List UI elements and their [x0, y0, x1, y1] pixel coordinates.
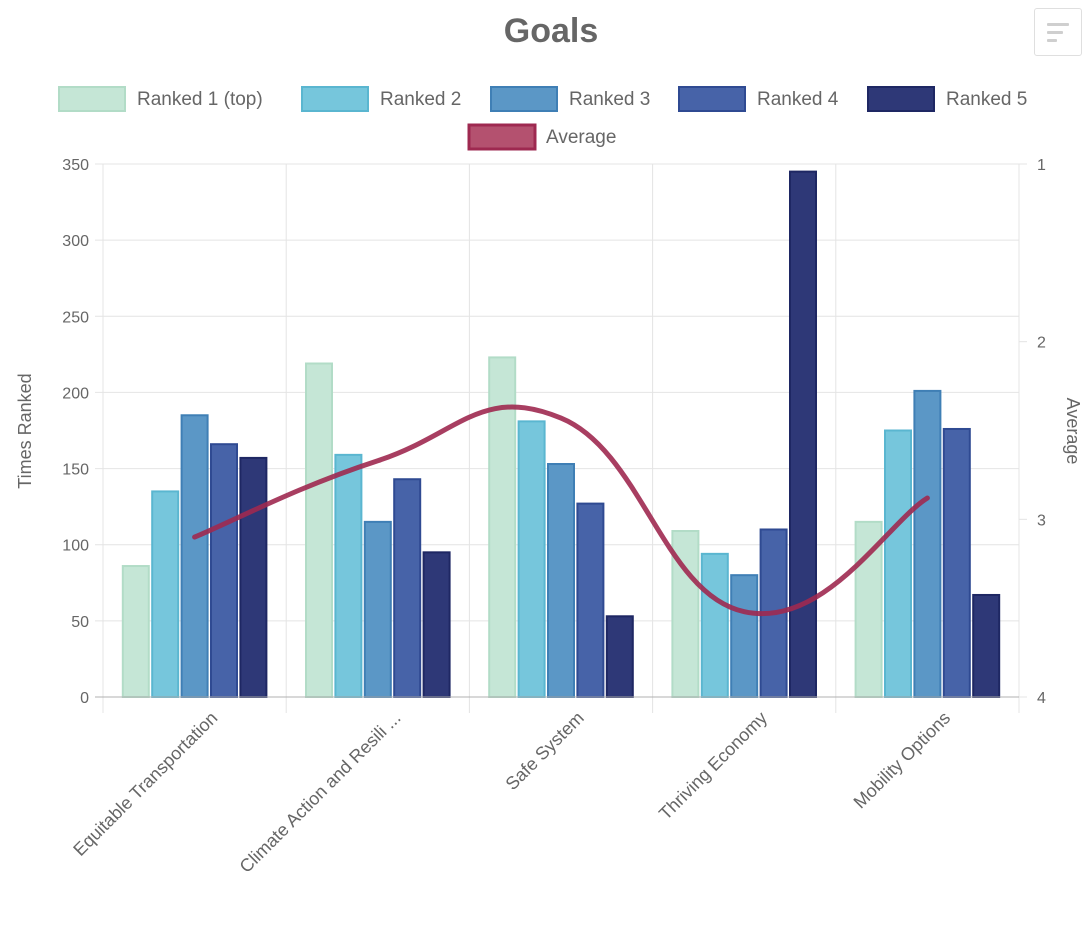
chart-menu-button[interactable] [1034, 8, 1082, 56]
bar[interactable] [180, 414, 209, 698]
x-tick-label: Thriving Economy [655, 708, 771, 824]
legend-item[interactable]: Ranked 2 [301, 86, 461, 112]
y-tick-label: 300 [62, 233, 89, 250]
bar[interactable] [547, 463, 575, 699]
legend-swatch [301, 86, 369, 112]
menu-icon-bar-3 [1047, 39, 1057, 42]
y2-axis-title: Average [1063, 398, 1083, 465]
legend-label: Ranked 2 [380, 89, 461, 110]
legend-label: Average [546, 127, 616, 148]
y2-tick-label: 1 [1037, 157, 1046, 174]
bar[interactable] [789, 170, 817, 699]
bar[interactable] [239, 456, 268, 699]
y2-tick-label: 2 [1037, 335, 1046, 352]
legend: Ranked 1 (top) Ranked 2 Ranked 3 Ranked 4 Ra… [58, 86, 1027, 151]
bar[interactable] [393, 478, 422, 698]
bar[interactable] [517, 420, 546, 698]
legend-label: Ranked 1 (top) [137, 89, 263, 110]
y-tick-label: 200 [62, 385, 89, 402]
legend-swatch [467, 123, 537, 151]
bar[interactable] [334, 453, 363, 699]
y-tick-label: 350 [62, 157, 89, 174]
y-tick-label: 50 [71, 614, 89, 631]
legend-swatch [678, 86, 746, 112]
legend-item[interactable]: Ranked 4 [678, 86, 839, 112]
y-axis-title: Times Ranked [15, 373, 35, 488]
x-tick-label: Mobility Options [850, 708, 955, 813]
legend-label: Ranked 3 [569, 89, 650, 110]
bar[interactable] [730, 574, 759, 699]
legend-swatch [58, 86, 126, 112]
bar[interactable] [605, 615, 634, 698]
legend-label: Ranked 4 [757, 89, 839, 110]
menu-icon-bar-1 [1047, 23, 1069, 26]
bar[interactable] [700, 552, 729, 699]
legend-swatch [490, 86, 558, 112]
average-line[interactable] [192, 404, 930, 617]
bar[interactable] [913, 389, 942, 698]
legend-swatch [867, 86, 935, 112]
y-tick-label: 150 [62, 462, 89, 479]
y2-tick-label: 3 [1037, 512, 1046, 529]
x-tick-label: Safe System [502, 708, 588, 794]
bar[interactable] [151, 490, 180, 698]
bar[interactable] [884, 429, 912, 698]
menu-icon-bar-2 [1047, 31, 1063, 34]
bar[interactable] [422, 551, 451, 698]
bar[interactable] [972, 593, 1001, 698]
bar[interactable] [305, 362, 333, 698]
bars [121, 170, 1001, 699]
y2-tick-label: 4 [1037, 690, 1046, 707]
bar[interactable] [210, 443, 238, 698]
y-tick-label: 250 [62, 309, 89, 326]
legend-item[interactable]: Ranked 5 [867, 86, 1027, 112]
bar[interactable] [363, 520, 392, 698]
chart-title: Goals [504, 12, 598, 50]
legend-item[interactable]: Ranked 3 [490, 86, 650, 112]
average-line-layer [192, 404, 930, 617]
x-tick-label: Equitable Transportation [69, 708, 221, 860]
x-tick-label: Climate Action and Resili ... [236, 708, 405, 877]
bar[interactable] [942, 427, 971, 698]
bar[interactable] [121, 565, 150, 699]
bar[interactable] [576, 502, 605, 698]
legend-item[interactable]: Average [467, 123, 616, 151]
legend-item[interactable]: Ranked 1 (top) [58, 86, 263, 112]
legend-label: Ranked 5 [946, 89, 1027, 110]
bar[interactable] [488, 356, 517, 698]
y-tick-label: 0 [80, 690, 89, 707]
y-tick-label: 100 [62, 538, 89, 555]
